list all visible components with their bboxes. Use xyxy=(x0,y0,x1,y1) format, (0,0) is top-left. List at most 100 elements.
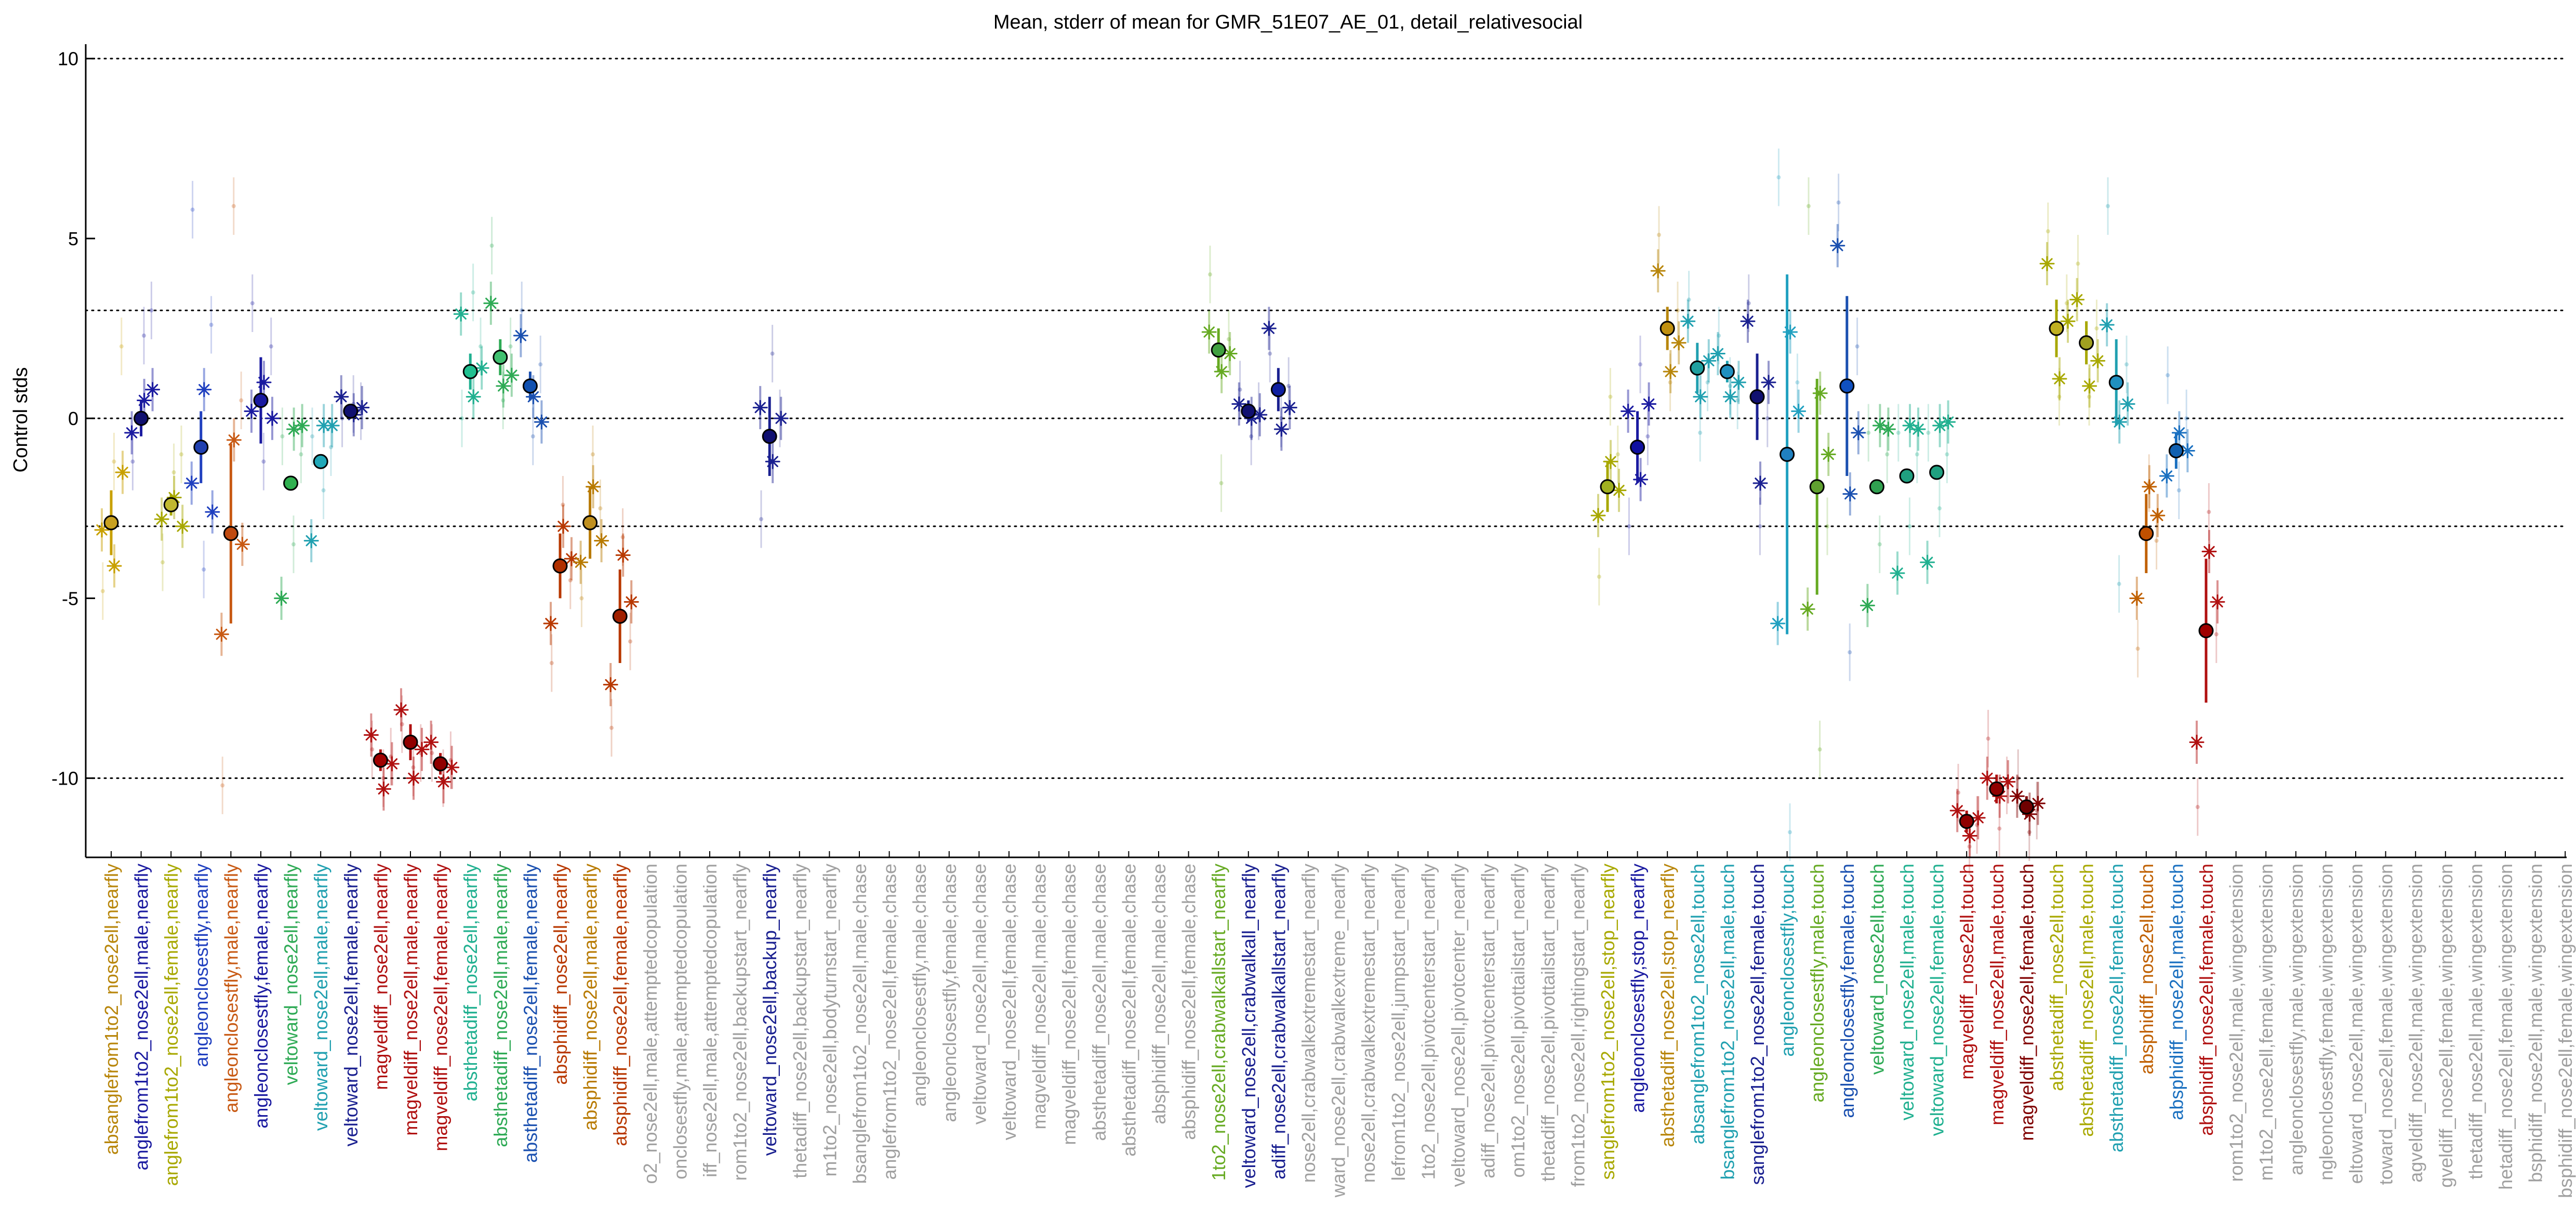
x-tick-label: nose2ell,crabwalkextremestart_nearfly xyxy=(1298,864,1319,1183)
mean-point xyxy=(1270,382,1286,398)
faint-point xyxy=(280,434,285,439)
star-point xyxy=(2009,788,2025,804)
faint-point xyxy=(1279,416,1283,421)
faint-point xyxy=(250,301,255,306)
faint-point xyxy=(220,783,225,788)
star-stroke xyxy=(506,369,517,381)
faint-point xyxy=(598,506,603,511)
error-bars xyxy=(110,274,2208,832)
faint-point xyxy=(1896,430,1901,435)
star-stroke xyxy=(1792,405,1804,417)
star-stroke xyxy=(1964,830,1975,842)
star-point xyxy=(1812,386,1828,401)
faint-point xyxy=(209,323,214,327)
mean-point xyxy=(462,364,478,379)
star-point xyxy=(474,360,489,376)
star-point xyxy=(1761,375,1776,390)
faint-point xyxy=(1788,830,1792,834)
star-point xyxy=(1932,418,1948,433)
star-stroke xyxy=(207,506,218,518)
star-point xyxy=(124,425,140,441)
star-point xyxy=(363,727,379,743)
x-tick-label: hetadiff_nose2ell,female,wingextension xyxy=(2495,864,2516,1190)
star-point xyxy=(2189,734,2205,750)
faint-point xyxy=(1268,351,1272,356)
faint-point xyxy=(1817,747,1822,752)
x-tick-label: angleonclosestfly,male,wingextension xyxy=(2286,864,2307,1175)
star-stroke xyxy=(2131,592,2143,604)
faint-point xyxy=(508,344,513,349)
mean-point xyxy=(1630,440,1645,455)
x-tick-label: eltoward_nose2ell,male,wingextension xyxy=(2345,864,2367,1184)
mean-point xyxy=(403,734,418,750)
faint-point xyxy=(2135,646,2140,651)
star-stroke xyxy=(1254,409,1266,420)
star-point xyxy=(773,410,789,426)
x-tick-label: anglefrom1to2_nose2ell,female,nearfly xyxy=(161,864,182,1186)
x-tick-label: sanglefrom1to2_nose2ell,stop_nearfly xyxy=(1597,864,1618,1180)
star-stroke xyxy=(275,592,287,604)
faint-point xyxy=(1836,200,1841,205)
x-tick-label: veltoward_nose2ell,male,chase xyxy=(968,864,990,1124)
faint-point xyxy=(1705,380,1710,385)
faint-point xyxy=(1657,233,1661,237)
star-stroke xyxy=(626,596,637,608)
x-tick-label: 1to2_nose2ell,pivotcenterstart_nearfly xyxy=(1417,864,1439,1180)
star-stroke xyxy=(318,420,329,431)
mean-point xyxy=(552,558,568,574)
mean-point xyxy=(1211,342,1226,358)
faint-point xyxy=(179,452,183,457)
star-point xyxy=(1740,313,1756,329)
star-stroke xyxy=(1233,398,1245,410)
x-tick-label: angleonclosestfly,female,nearfly xyxy=(250,864,272,1129)
star-stroke xyxy=(2002,776,2014,788)
faint-point xyxy=(1795,380,1800,385)
faint-point xyxy=(549,661,554,666)
faint-markers xyxy=(100,148,2219,876)
x-tick-label: absthetadiff_nose2ell,touch xyxy=(2046,864,2067,1091)
x-tick-label: bsphidiff_nose2ell,male,wingextension xyxy=(2525,864,2546,1183)
star-stroke xyxy=(1652,265,1664,276)
x-tick-label: angleonclosestfly,stop_nearfly xyxy=(1627,864,1649,1113)
star-stroke xyxy=(1592,510,1604,521)
star-point xyxy=(2171,425,2187,441)
mean-point xyxy=(2108,375,2124,390)
mean-point xyxy=(582,515,598,531)
star-stroke xyxy=(1635,474,1646,485)
mean-point xyxy=(103,515,119,531)
mean-point xyxy=(283,475,299,491)
x-tick-label: absanglefrom1to2_nose2ell,touch xyxy=(1687,864,1708,1144)
star-stroke xyxy=(1763,377,1774,388)
faint-point xyxy=(1765,416,1770,421)
faint-point xyxy=(149,308,154,313)
x-tick-label: m1to2_nose2ell,female,wingextension xyxy=(2255,864,2277,1181)
mean-markers xyxy=(103,321,2214,829)
star-point xyxy=(244,403,259,419)
faint-point xyxy=(2207,510,2211,514)
star-point xyxy=(1693,389,1708,405)
faint-point xyxy=(370,747,375,752)
x-tick-label: magveldiff_nose2ell,female,touch xyxy=(2016,864,2037,1141)
faint-point xyxy=(2154,538,2159,543)
star-stroke xyxy=(126,427,138,439)
x-tick-label: absthetadiff_nose2ell,male,touch xyxy=(2076,864,2097,1137)
star-stroke xyxy=(498,380,509,392)
faint-point xyxy=(100,589,105,593)
mean-point xyxy=(612,608,628,624)
star-stroke xyxy=(177,521,188,532)
star-point xyxy=(384,756,400,772)
x-tick-label: magveldiff_nose2ell,female,nearfly xyxy=(430,864,452,1151)
star-stroke xyxy=(1605,456,1616,467)
star-point xyxy=(1663,364,1678,379)
star-point xyxy=(2082,378,2097,394)
x-tick-label: magveldiff_nose2ell,male,touch xyxy=(1986,864,2008,1125)
mean-point xyxy=(1869,479,1884,495)
star-point xyxy=(115,465,130,480)
star-point xyxy=(543,616,559,631)
faint-point xyxy=(759,517,763,522)
star-stroke xyxy=(1755,478,1766,489)
star-stroke xyxy=(2182,445,2194,457)
mean-point xyxy=(163,497,179,512)
faint-point xyxy=(538,362,543,367)
faint-point xyxy=(2046,229,2050,234)
